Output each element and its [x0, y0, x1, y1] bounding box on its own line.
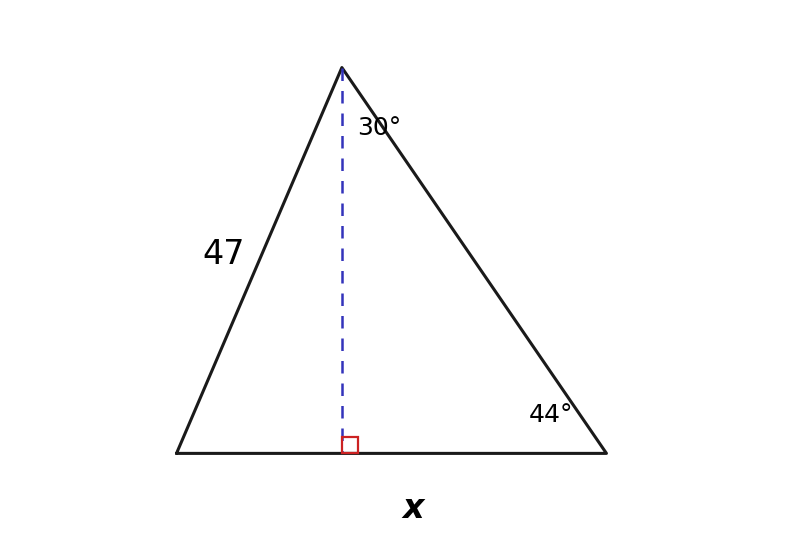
Text: x: x [403, 492, 424, 525]
Text: 47: 47 [202, 238, 245, 271]
Text: 30°: 30° [357, 116, 402, 140]
Text: 44°: 44° [529, 403, 573, 427]
Bar [342, 437, 358, 453]
